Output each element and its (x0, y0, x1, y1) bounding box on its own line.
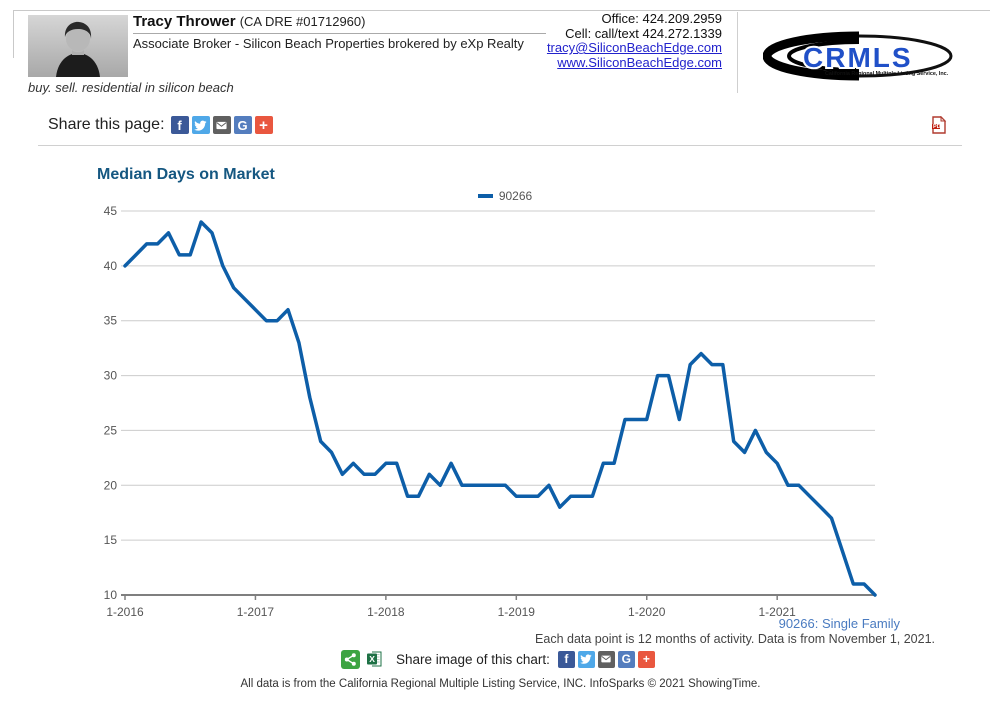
export-pdf-button[interactable]: PDF (931, 115, 947, 139)
data-note: Each data point is 12 months of activity… (535, 632, 935, 646)
crmls-logo: CRMLS California Regional Multiple Listi… (762, 30, 955, 89)
svg-text:1-2020: 1-2020 (628, 605, 666, 619)
addthis-plus-icon[interactable]: + (637, 650, 655, 668)
top-border (13, 10, 990, 11)
header-divider (737, 12, 738, 93)
share-image-icons: f G + (557, 650, 658, 668)
svg-text:X: X (369, 654, 375, 664)
share-chart-button[interactable] (341, 649, 360, 669)
svg-text:30: 30 (104, 369, 118, 383)
svg-text:PDF: PDF (933, 124, 945, 130)
office-phone: Office: 424.209.2959 (601, 11, 722, 26)
legend-line-swatch (477, 194, 493, 198)
envelope-icon (216, 121, 227, 129)
email-link[interactable]: tracy@SiliconBeachEdge.com (546, 40, 722, 55)
export-excel-button[interactable]: X (366, 650, 384, 668)
chart-title: Median Days on Market (97, 166, 275, 183)
header-separator (38, 145, 962, 146)
crmls-logo-text: CRMLS (803, 42, 913, 73)
excel-file-icon: X (367, 651, 382, 667)
svg-text:1-2016: 1-2016 (106, 605, 144, 619)
email-share-icon[interactable] (597, 650, 615, 668)
crmls-logo-subtext: California Regional Multiple Listing Ser… (825, 71, 949, 77)
share-image-bar: X Share image of this chart: f G + (341, 648, 658, 670)
website-link[interactable]: www.SiliconBeachEdge.com (557, 54, 722, 70)
agent-license: (CA DRE #01712960) (239, 14, 366, 29)
footer-disclaimer: All data is from the California Regional… (240, 678, 761, 690)
envelope-icon (601, 655, 611, 663)
share-page-label: Share this page: (48, 116, 165, 133)
series-caption: 90266: Single Family (778, 616, 900, 631)
twitter-icon[interactable] (577, 650, 595, 668)
facebook-icon[interactable]: f (557, 650, 575, 668)
svg-text:1-2018: 1-2018 (367, 605, 405, 619)
svg-text:40: 40 (104, 259, 118, 273)
google-icon[interactable]: G (233, 116, 252, 134)
twitter-bird-icon (194, 120, 207, 131)
svg-text:1-2017: 1-2017 (237, 605, 275, 619)
name-underline (133, 33, 546, 34)
share-nodes-icon (341, 649, 360, 669)
svg-text:1-2019: 1-2019 (498, 605, 536, 619)
crmls-logo-image: CRMLS California Regional Multiple Listi… (762, 31, 953, 81)
svg-text:25: 25 (104, 423, 118, 437)
share-page-icons: f G + (170, 116, 276, 134)
agent-role: Associate Broker - Silicon Beach Propert… (133, 36, 524, 51)
pdf-file-icon: PDF (932, 115, 947, 134)
twitter-icon[interactable] (191, 116, 210, 134)
svg-text:1-2021: 1-2021 (758, 605, 796, 619)
addthis-plus-icon[interactable]: + (254, 116, 273, 134)
svg-text:10: 10 (104, 588, 118, 602)
share-image-label: Share image of this chart: (396, 651, 550, 667)
twitter-bird-icon (580, 654, 592, 664)
median-days-chart: 10 15 20 25 30 35 40 45 1-2016 1-2017 1-2018 1-2019… (104, 204, 877, 619)
svg-text:35: 35 (104, 314, 118, 328)
cell-phone: Cell: call/text 424.272.1339 (565, 25, 722, 41)
portrait-image (28, 15, 128, 77)
svg-text:15: 15 (104, 533, 118, 547)
share-bar: Share this page: f G + (48, 112, 276, 138)
agent-name-block: Tracy Thrower (CA DRE #01712960) Associa… (133, 12, 553, 51)
contact-block: Office: 424.209.2959 Cell: call/text 424… (400, 11, 722, 70)
left-border (13, 10, 14, 58)
agent-name: Tracy Thrower (133, 13, 236, 30)
legend-label: 90266 (498, 189, 533, 203)
google-icon[interactable]: G (617, 650, 635, 668)
facebook-icon[interactable]: f (170, 116, 189, 134)
agent-photo (28, 15, 128, 77)
email-share-icon[interactable] (212, 116, 231, 134)
svg-text:45: 45 (104, 204, 118, 218)
chart-legend: 90266 (440, 189, 570, 203)
svg-text:20: 20 (104, 478, 118, 492)
agent-tagline: buy. sell. residential in silicon beach (28, 80, 234, 95)
